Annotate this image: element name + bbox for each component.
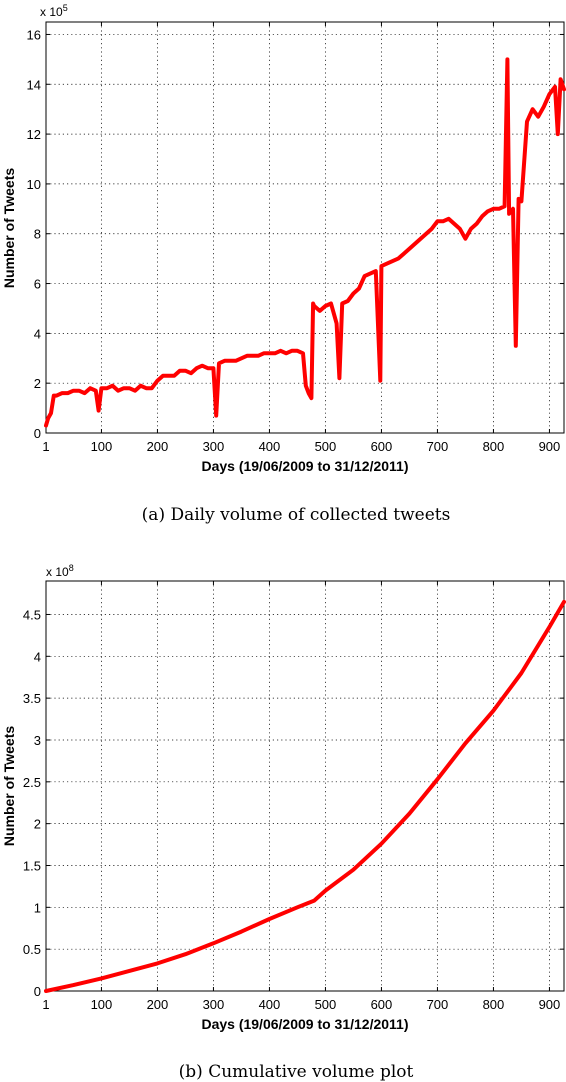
x-tick-label: 900	[539, 439, 561, 454]
y-tick-label: 0.5	[23, 942, 41, 957]
y-tick-label: 14	[27, 77, 41, 92]
y-axis-label-b: Number of Tweets	[1, 726, 17, 847]
y-tick-label: 16	[27, 27, 41, 42]
y-tick-label: 4	[34, 649, 41, 664]
y-tick-label: 2	[34, 817, 41, 832]
x-tick-label: 800	[483, 439, 505, 454]
x-tick-label: 200	[147, 997, 169, 1012]
y-ticks-a: 0 2 4 6 8 10 12 14 16	[27, 27, 564, 441]
x-tick-label: 100	[91, 439, 113, 454]
x-tick-label: 400	[259, 997, 281, 1012]
caption-a: (a) Daily volume of collected tweets	[142, 505, 451, 525]
x-ticks-a: 1 100 200 300 400 500 600 700 800 900	[42, 22, 560, 454]
caption-b: (b) Cumulative volume plot	[179, 1062, 414, 1082]
x-tick-label: 300	[203, 997, 225, 1012]
chart-daily-volume: 1 100 200 300 400 500 600 700 800 900 0 2 4 6 8 10 12 14…	[1, 3, 566, 525]
x-tick-label: 200	[147, 439, 169, 454]
daily-volume-line	[44, 57, 566, 428]
x-tick-label: 700	[427, 997, 449, 1012]
x-tick-label: 600	[371, 439, 393, 454]
y-tick-label: 2	[34, 376, 41, 391]
x-tick-label: 600	[371, 997, 393, 1012]
y-tick-label: 1.5	[23, 858, 41, 873]
x-tick-label: 700	[427, 439, 449, 454]
x-tick-label: 900	[539, 997, 561, 1012]
x-tick-label: 500	[315, 439, 337, 454]
y-tick-label: 8	[34, 227, 41, 242]
y-tick-label: 1	[34, 900, 41, 915]
y-axis-label-a: Number of Tweets	[1, 168, 17, 289]
x-tick-label: 800	[483, 997, 505, 1012]
x-tick-label: 300	[203, 439, 225, 454]
y-tick-label: 12	[27, 127, 41, 142]
x-tick-label: 100	[91, 997, 113, 1012]
gridlines-b	[46, 581, 564, 991]
y-tick-label: 4	[34, 326, 41, 341]
x-tick-label: 1	[42, 997, 49, 1012]
y-tick-label: 3	[34, 733, 41, 748]
x-tick-label: 400	[259, 439, 281, 454]
y-tick-label: 0	[34, 984, 41, 999]
cumulative-volume-line	[44, 599, 566, 993]
y-tick-label: 10	[27, 177, 41, 192]
x-tick-label: 1	[42, 439, 49, 454]
x-tick-label: 500	[315, 997, 337, 1012]
y-tick-label: 2.5	[23, 775, 41, 790]
y-tick-label: 3.5	[23, 691, 41, 706]
plot-frame-a	[45, 21, 565, 434]
x-axis-label-b: Days (19/06/2009 to 31/12/2011)	[201, 1016, 408, 1032]
y-ticks-b: 0 0.5 1 1.5 2 2.5 3 3.5 4 4.5	[23, 607, 564, 999]
y-exponent-b: x 108	[46, 563, 74, 579]
y-tick-label: 0	[34, 426, 41, 441]
y-tick-label: 6	[34, 277, 41, 292]
x-axis-label-a: Days (19/06/2009 to 31/12/2011)	[201, 458, 408, 474]
plot-frame-b	[45, 580, 565, 992]
y-tick-label: 4.5	[23, 607, 41, 622]
y-exponent-a: x 105	[40, 3, 68, 19]
x-ticks-b: 1 100 200 300 400 500 600 700 800 900	[42, 581, 560, 1012]
chart-cumulative-volume: 1 100 200 300 400 500 600 700 800 900 0 0.5 1 1.5 2 2.…	[1, 563, 566, 1082]
